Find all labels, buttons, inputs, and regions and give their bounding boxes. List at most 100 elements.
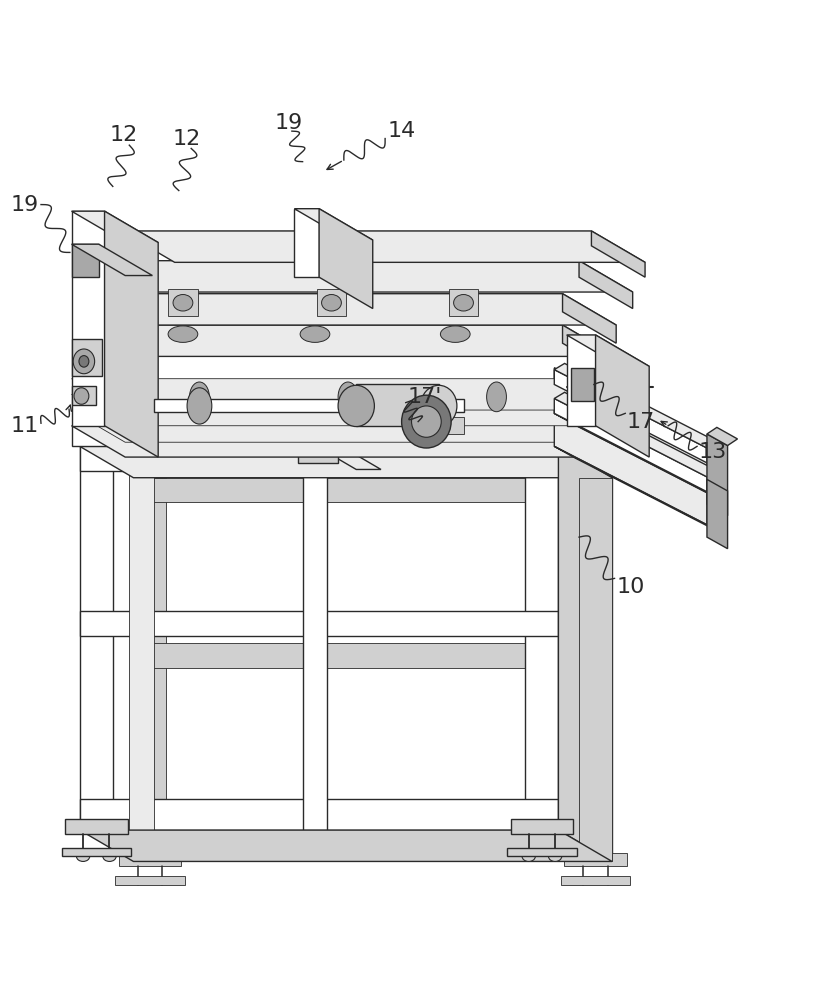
Polygon shape (566, 335, 595, 426)
Ellipse shape (453, 295, 473, 311)
Polygon shape (553, 370, 706, 463)
Polygon shape (79, 446, 557, 471)
Polygon shape (71, 386, 96, 405)
Polygon shape (104, 261, 578, 277)
Polygon shape (448, 289, 478, 316)
Polygon shape (79, 799, 557, 830)
Polygon shape (71, 244, 98, 277)
Ellipse shape (76, 852, 89, 861)
Ellipse shape (173, 295, 193, 311)
Text: 12: 12 (109, 125, 137, 145)
Polygon shape (302, 438, 327, 830)
Text: 19: 19 (274, 113, 303, 133)
Polygon shape (71, 411, 619, 442)
Ellipse shape (337, 382, 357, 412)
Polygon shape (562, 294, 615, 343)
Polygon shape (71, 394, 566, 408)
Polygon shape (553, 363, 716, 448)
Polygon shape (414, 417, 463, 434)
Ellipse shape (547, 852, 561, 861)
Ellipse shape (420, 385, 457, 427)
Polygon shape (79, 611, 557, 636)
Polygon shape (121, 231, 644, 262)
Polygon shape (706, 427, 737, 446)
Ellipse shape (321, 295, 341, 311)
Polygon shape (302, 438, 380, 469)
Polygon shape (84, 294, 562, 312)
Text: 17': 17' (407, 387, 442, 407)
Polygon shape (65, 819, 127, 834)
Text: 17: 17 (626, 412, 654, 432)
Ellipse shape (187, 388, 212, 424)
Polygon shape (61, 848, 131, 856)
Polygon shape (71, 379, 566, 390)
Polygon shape (104, 211, 158, 457)
Polygon shape (71, 379, 619, 410)
Polygon shape (71, 394, 619, 426)
Ellipse shape (79, 356, 88, 367)
Polygon shape (129, 446, 154, 830)
Polygon shape (316, 289, 346, 316)
Polygon shape (566, 335, 648, 366)
Polygon shape (595, 335, 648, 457)
Polygon shape (507, 848, 576, 856)
Polygon shape (553, 446, 727, 536)
Polygon shape (71, 426, 619, 457)
Ellipse shape (299, 326, 329, 342)
Polygon shape (570, 368, 593, 401)
Polygon shape (553, 413, 706, 525)
Polygon shape (553, 392, 716, 477)
Ellipse shape (522, 852, 535, 861)
Polygon shape (510, 819, 572, 834)
Polygon shape (121, 231, 590, 246)
Polygon shape (562, 325, 615, 375)
Text: 19: 19 (10, 195, 39, 215)
Polygon shape (84, 325, 615, 356)
Text: 10: 10 (615, 577, 643, 597)
Polygon shape (298, 455, 337, 463)
Polygon shape (590, 231, 644, 277)
Polygon shape (525, 446, 557, 830)
Ellipse shape (189, 382, 209, 412)
Polygon shape (566, 426, 619, 478)
Polygon shape (133, 830, 611, 861)
Text: 12: 12 (173, 129, 201, 149)
Ellipse shape (486, 382, 506, 412)
Polygon shape (318, 209, 372, 309)
Polygon shape (557, 446, 611, 861)
Polygon shape (553, 398, 706, 492)
Text: 11: 11 (10, 416, 39, 436)
Polygon shape (79, 446, 611, 478)
Polygon shape (294, 209, 318, 277)
Polygon shape (133, 478, 611, 502)
Polygon shape (104, 261, 632, 292)
Polygon shape (356, 384, 438, 426)
Polygon shape (71, 211, 104, 426)
Text: 13: 13 (698, 442, 726, 462)
Ellipse shape (440, 326, 470, 342)
Ellipse shape (411, 406, 441, 437)
Polygon shape (553, 413, 727, 503)
Polygon shape (154, 399, 463, 412)
Polygon shape (553, 413, 727, 503)
Polygon shape (71, 211, 158, 243)
Polygon shape (706, 479, 727, 549)
Ellipse shape (168, 326, 198, 342)
Polygon shape (71, 339, 102, 376)
Polygon shape (168, 289, 198, 316)
Polygon shape (706, 434, 727, 516)
Polygon shape (71, 411, 566, 426)
Polygon shape (133, 478, 166, 861)
Polygon shape (578, 261, 632, 309)
Polygon shape (578, 478, 611, 861)
Polygon shape (560, 876, 629, 885)
Polygon shape (71, 426, 566, 446)
Ellipse shape (73, 349, 94, 374)
Polygon shape (115, 876, 184, 885)
Ellipse shape (103, 852, 116, 861)
Polygon shape (84, 294, 615, 325)
Polygon shape (133, 643, 611, 668)
Polygon shape (118, 853, 181, 866)
Text: 14: 14 (387, 121, 415, 141)
Polygon shape (563, 853, 626, 866)
